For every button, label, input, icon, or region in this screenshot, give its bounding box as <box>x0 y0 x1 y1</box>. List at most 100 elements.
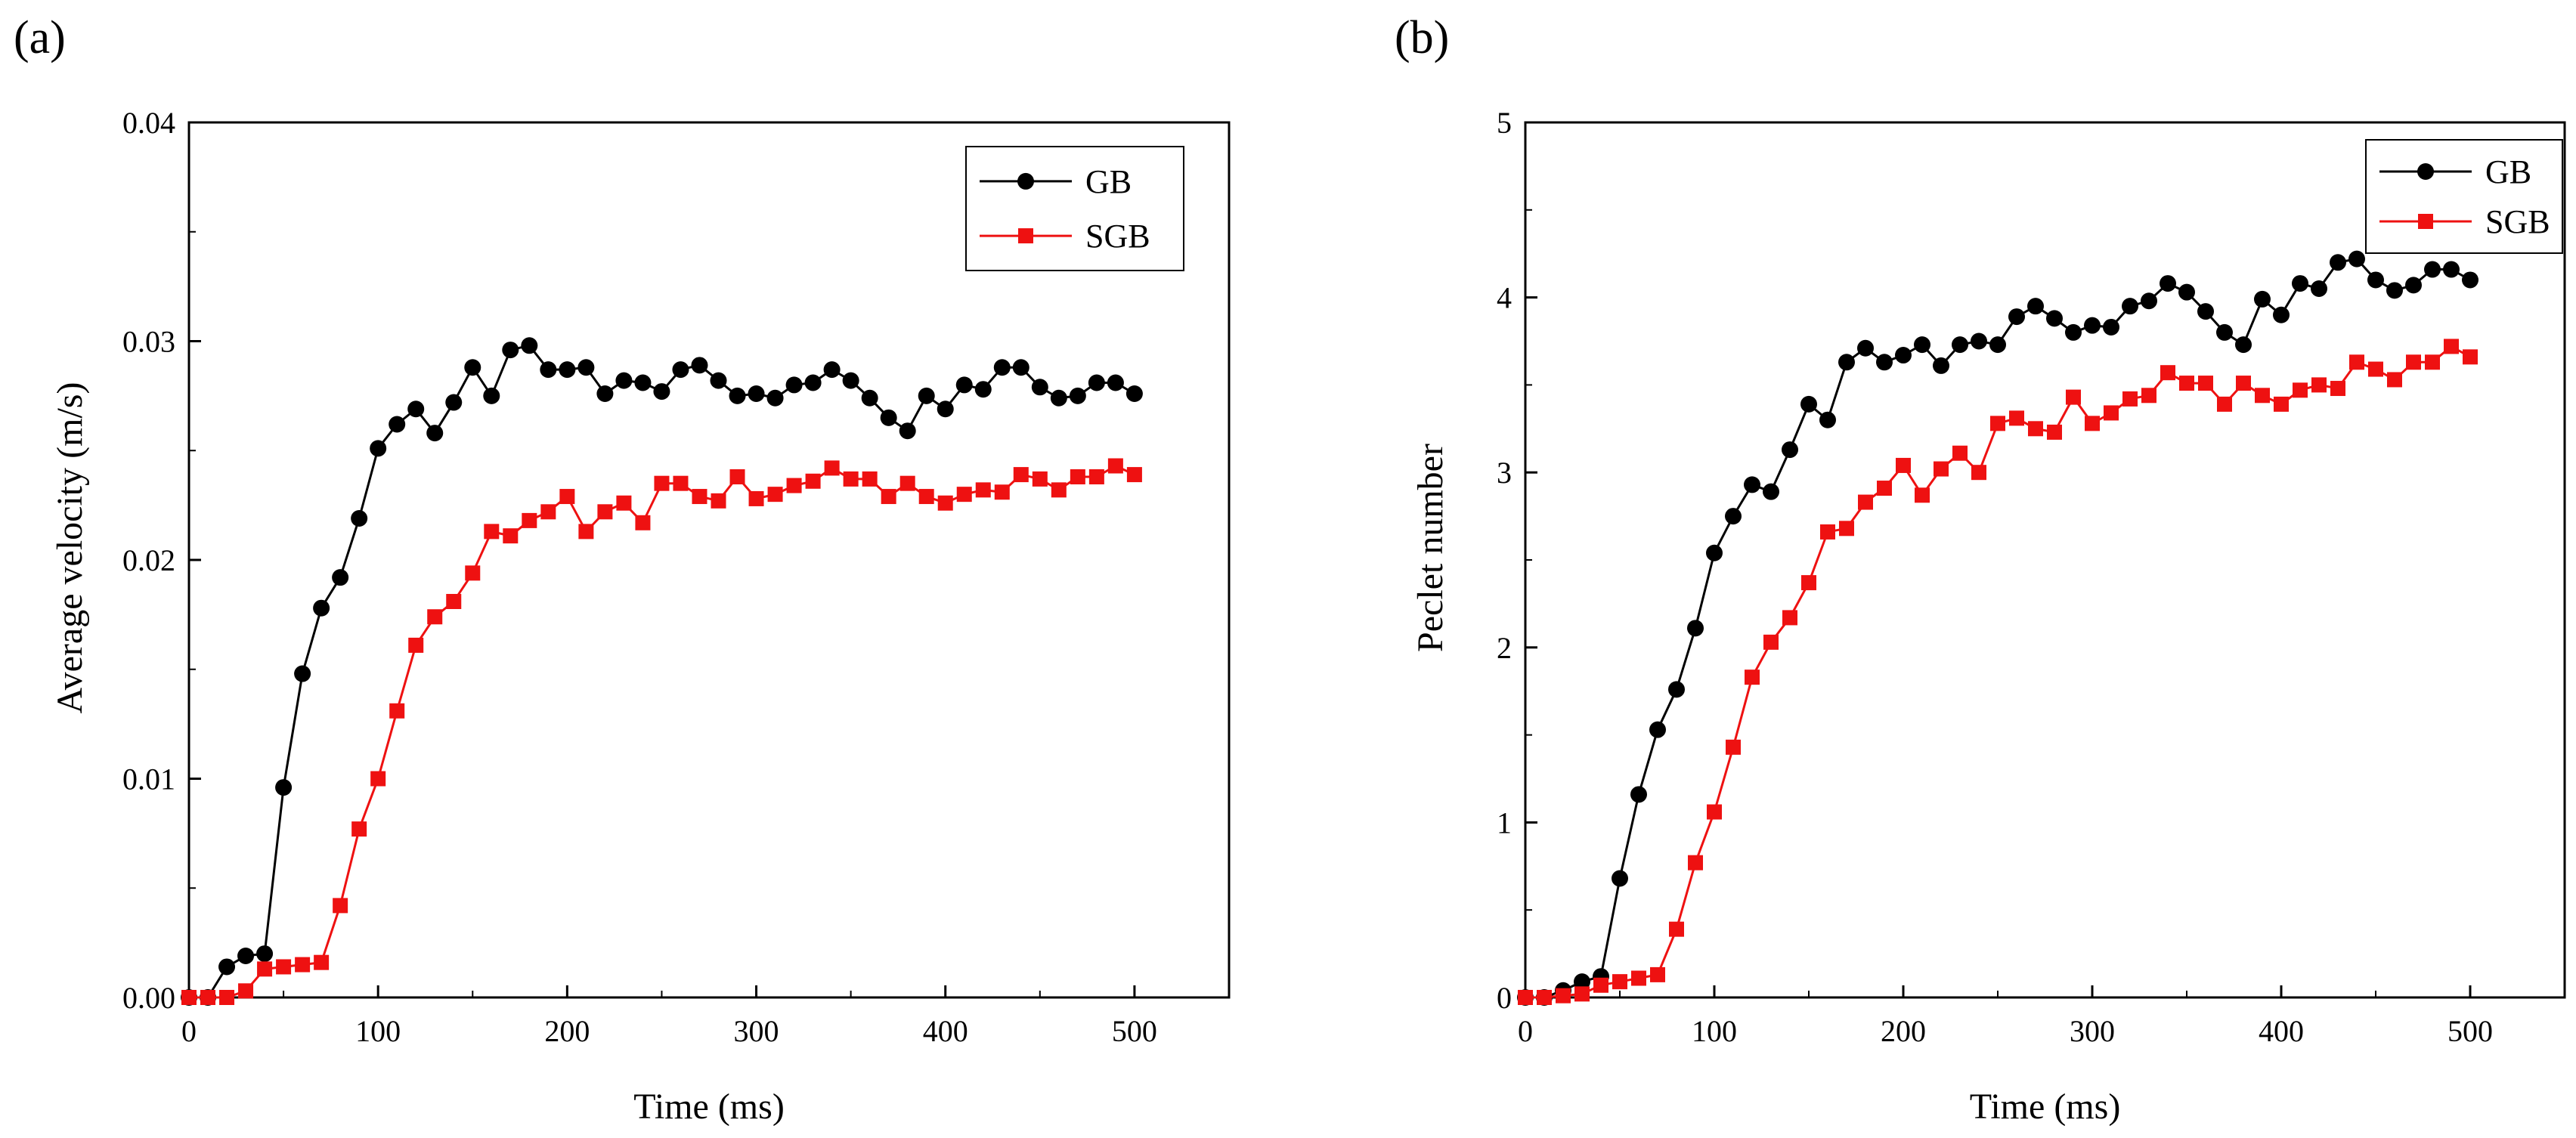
data-point <box>842 372 859 389</box>
x-tick-label: 0 <box>181 1014 197 1048</box>
data-point <box>710 372 727 389</box>
data-point <box>975 482 991 498</box>
series-line <box>189 344 1135 999</box>
data-point <box>729 468 745 484</box>
y-tick-label: 0 <box>1497 981 1512 1015</box>
data-point <box>2368 361 2383 377</box>
data-point <box>408 637 424 653</box>
x-axis-title: Time (ms) <box>1970 1087 2121 1127</box>
data-point <box>2122 391 2138 407</box>
data-point <box>2178 283 2195 301</box>
data-point <box>1051 482 1067 498</box>
data-point <box>596 385 614 402</box>
data-point <box>2367 271 2384 289</box>
data-point <box>295 957 311 973</box>
data-point <box>1800 395 1817 413</box>
data-point <box>276 959 292 975</box>
data-point <box>634 374 652 391</box>
data-point <box>181 990 197 1005</box>
data-point <box>1688 855 1703 871</box>
data-point <box>766 389 784 407</box>
data-point <box>1031 379 1048 396</box>
data-point <box>2235 336 2252 354</box>
data-point <box>2405 277 2422 294</box>
data-point <box>314 954 330 970</box>
panel-label: (b) <box>1395 12 1449 63</box>
y-tick-label: 3 <box>1497 456 1512 490</box>
data-point <box>2273 306 2290 323</box>
data-point <box>2216 323 2233 341</box>
data-point <box>1763 634 1779 650</box>
data-point <box>1088 374 1105 391</box>
data-point <box>1556 988 1571 1003</box>
data-point <box>1669 921 1684 937</box>
data-point <box>2104 405 2119 421</box>
data-point <box>2311 280 2327 298</box>
y-tick-label: 0.04 <box>122 106 175 140</box>
data-point <box>1088 468 1104 484</box>
data-point <box>956 487 972 503</box>
data-point <box>559 489 575 505</box>
data-point <box>1612 974 1627 990</box>
data-point <box>2293 382 2308 398</box>
data-point <box>1012 359 1029 376</box>
panel-a: (a) 0.00 0.01 0.02 0.03 0.04 0 100 200 3… <box>14 12 1231 1127</box>
x-tick-label: 100 <box>355 1014 401 1048</box>
data-point <box>1934 461 1949 477</box>
x-axis-title: Time (ms) <box>633 1087 785 1127</box>
data-point <box>2066 389 2081 405</box>
data-point <box>577 359 595 376</box>
data-point <box>843 471 859 487</box>
data-point <box>711 493 726 509</box>
data-point <box>2443 261 2460 278</box>
data-point <box>2179 376 2194 391</box>
data-point <box>2386 282 2403 299</box>
data-point <box>1857 339 1874 357</box>
x-tick-labels: 0 100 200 300 400 500 <box>1518 1014 2493 1048</box>
data-point <box>824 460 840 476</box>
data-point <box>1612 870 1628 887</box>
data-point <box>1801 575 1816 591</box>
data-point <box>389 416 406 433</box>
data-point <box>1745 670 1760 685</box>
data-point <box>2160 275 2176 292</box>
data-point <box>2197 303 2214 320</box>
data-point <box>1593 977 1608 993</box>
data-point <box>540 504 556 520</box>
data-point <box>1574 973 1590 991</box>
data-point <box>729 387 746 404</box>
data-point <box>1763 483 1779 500</box>
legend-label-gb: GB <box>2485 153 2531 190</box>
data-point <box>786 478 802 493</box>
data-point <box>1820 524 1835 540</box>
x-tick-label: 300 <box>2070 1014 2115 1048</box>
data-point <box>332 569 349 586</box>
data-point <box>2348 250 2365 267</box>
data-point <box>1107 458 1123 474</box>
y-tick-label: 0.03 <box>122 325 175 359</box>
y-tick-label: 5 <box>1497 106 1512 140</box>
data-point <box>955 376 973 394</box>
legend-box <box>965 146 1184 271</box>
data-point <box>1952 445 1968 461</box>
data-point <box>2217 396 2232 412</box>
data-point <box>1668 681 1685 698</box>
data-point <box>2349 354 2364 370</box>
data-point <box>1631 970 1646 986</box>
data-point <box>615 372 633 389</box>
x-tick-label: 500 <box>2448 1014 2493 1048</box>
data-point <box>785 376 803 394</box>
data-point <box>2046 310 2063 327</box>
x-tick-label: 200 <box>544 1014 590 1048</box>
data-point <box>823 361 841 379</box>
panel-b: (b) 0 1 2 3 4 5 0 100 200 300 400 500 Ti… <box>1395 12 2566 1127</box>
data-point <box>2160 365 2175 381</box>
data-point <box>578 524 594 540</box>
data-point <box>1726 739 1741 755</box>
data-point <box>389 703 405 719</box>
panel-label: (a) <box>14 12 66 63</box>
data-point <box>1876 354 1893 371</box>
data-point <box>1782 441 1798 459</box>
data-point <box>974 381 992 398</box>
data-point <box>370 440 387 457</box>
